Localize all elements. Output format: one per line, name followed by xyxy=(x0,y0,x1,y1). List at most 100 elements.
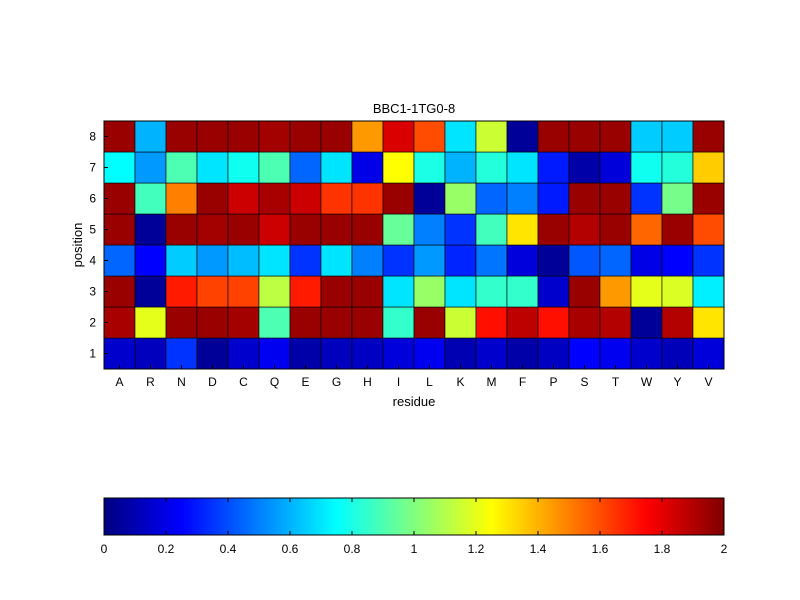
heatmap-cell-S-3 xyxy=(568,275,601,308)
x-tick-label-A: A xyxy=(115,375,123,389)
heatmap-cell-W-7 xyxy=(630,151,663,184)
heatmap-cell-A-7 xyxy=(103,151,136,184)
heatmap-cell-R-4 xyxy=(134,244,167,277)
heatmap-cell-A-8 xyxy=(103,120,136,153)
heatmap-cell-A-3 xyxy=(103,275,136,308)
heatmap-cell-G-1 xyxy=(320,337,353,370)
colorbar xyxy=(103,497,725,536)
heatmap-cell-T-2 xyxy=(599,306,632,339)
heatmap-cell-N-1 xyxy=(165,337,198,370)
heatmap-cell-T-4 xyxy=(599,244,632,277)
heatmap-cell-I-7 xyxy=(382,151,415,184)
heatmap-cell-E-4 xyxy=(289,244,322,277)
heatmap-cell-F-5 xyxy=(506,213,539,246)
x-tick-label-G: G xyxy=(332,375,341,389)
heatmap-cell-K-1 xyxy=(444,337,477,370)
heatmap-cell-M-7 xyxy=(475,151,508,184)
heatmap-cell-P-3 xyxy=(537,275,570,308)
heatmap-cell-P-4 xyxy=(537,244,570,277)
heatmap-cell-N-2 xyxy=(165,306,198,339)
heatmap-cell-P-2 xyxy=(537,306,570,339)
heatmap-cell-I-6 xyxy=(382,182,415,215)
x-axis-label: residue xyxy=(393,394,436,409)
heatmap-cell-L-3 xyxy=(413,275,446,308)
x-tick-label-K: K xyxy=(456,375,464,389)
heatmap-cell-W-6 xyxy=(630,182,663,215)
heatmap-cell-H-7 xyxy=(351,151,384,184)
heatmap-cell-P-1 xyxy=(537,337,570,370)
x-tick-label-I: I xyxy=(397,375,400,389)
heatmap-cell-C-8 xyxy=(227,120,260,153)
heatmap-cell-M-2 xyxy=(475,306,508,339)
heatmap-cell-L-5 xyxy=(413,213,446,246)
heatmap-cell-D-7 xyxy=(196,151,229,184)
heatmap-cell-G-6 xyxy=(320,182,353,215)
heatmap-cell-H-2 xyxy=(351,306,384,339)
heatmap-cell-H-6 xyxy=(351,182,384,215)
heatmap-cell-P-5 xyxy=(537,213,570,246)
x-tick-label-P: P xyxy=(549,375,557,389)
heatmap-cell-Q-5 xyxy=(258,213,291,246)
heatmap-cell-W-5 xyxy=(630,213,663,246)
colorbar-tick-label: 0.2 xyxy=(158,542,175,556)
heatmap-cell-V-5 xyxy=(692,213,725,246)
x-tick-label-C: C xyxy=(239,375,248,389)
heatmap-cell-M-8 xyxy=(475,120,508,153)
heatmap-cell-K-5 xyxy=(444,213,477,246)
colorbar-tick-label: 0.6 xyxy=(282,542,299,556)
heatmap-cell-T-1 xyxy=(599,337,632,370)
heatmap-cell-G-8 xyxy=(320,120,353,153)
heatmap-cell-K-3 xyxy=(444,275,477,308)
heatmap-cell-D-5 xyxy=(196,213,229,246)
heatmap-cell-N-8 xyxy=(165,120,198,153)
x-tick-label-S: S xyxy=(580,375,588,389)
heatmap-cell-Q-1 xyxy=(258,337,291,370)
heatmap-cell-S-1 xyxy=(568,337,601,370)
heatmap-cell-T-3 xyxy=(599,275,632,308)
heatmap-cell-V-4 xyxy=(692,244,725,277)
heatmap-cell-D-4 xyxy=(196,244,229,277)
colorbar-tick-label: 1 xyxy=(411,542,418,556)
heatmap-cell-C-7 xyxy=(227,151,260,184)
heatmap-cell-K-4 xyxy=(444,244,477,277)
heatmap-cell-N-7 xyxy=(165,151,198,184)
heatmap-cell-F-3 xyxy=(506,275,539,308)
heatmap-cell-T-8 xyxy=(599,120,632,153)
y-tick-label-6: 6 xyxy=(89,192,96,206)
heatmap-cell-L-4 xyxy=(413,244,446,277)
heatmap-cell-N-3 xyxy=(165,275,198,308)
heatmap-cell-I-1 xyxy=(382,337,415,370)
x-tick-label-L: L xyxy=(426,375,433,389)
heatmap-cell-Y-1 xyxy=(661,337,694,370)
x-tick-label-H: H xyxy=(363,375,372,389)
heatmap-cell-L-7 xyxy=(413,151,446,184)
heatmap-cell-R-2 xyxy=(134,306,167,339)
heatmap-cell-G-3 xyxy=(320,275,353,308)
heatmap-cell-E-2 xyxy=(289,306,322,339)
y-tick-label-8: 8 xyxy=(89,130,96,144)
x-tick-label-V: V xyxy=(704,375,712,389)
heatmap-cell-L-8 xyxy=(413,120,446,153)
heatmap-cell-C-3 xyxy=(227,275,260,308)
x-tick-label-F: F xyxy=(519,375,526,389)
heatmap-cell-C-5 xyxy=(227,213,260,246)
heatmap-cell-P-8 xyxy=(537,120,570,153)
heatmap-cell-L-1 xyxy=(413,337,446,370)
heatmap-cell-F-4 xyxy=(506,244,539,277)
heatmap-cell-P-6 xyxy=(537,182,570,215)
heatmap-cell-R-7 xyxy=(134,151,167,184)
heatmap-cell-E-7 xyxy=(289,151,322,184)
heatmap-cell-S-5 xyxy=(568,213,601,246)
heatmap-cell-I-8 xyxy=(382,120,415,153)
heatmap-cell-S-8 xyxy=(568,120,601,153)
heatmap-cell-F-2 xyxy=(506,306,539,339)
heatmap-cell-A-6 xyxy=(103,182,136,215)
colorbar-tick-label: 1.4 xyxy=(530,542,547,556)
y-tick-label-3: 3 xyxy=(89,285,96,299)
heatmap-cell-W-1 xyxy=(630,337,663,370)
heatmap-cell-C-4 xyxy=(227,244,260,277)
heatmap-cell-M-6 xyxy=(475,182,508,215)
heatmap-cell-Y-2 xyxy=(661,306,694,339)
